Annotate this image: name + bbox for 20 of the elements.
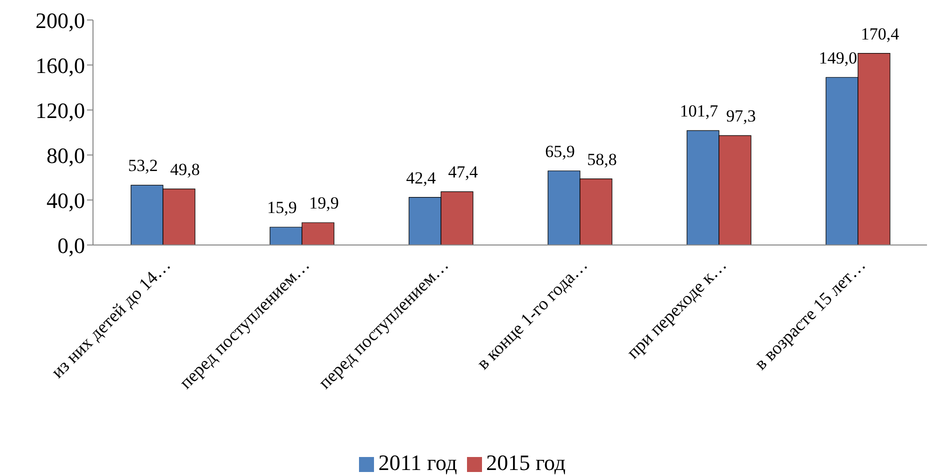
data-label: 149,0 — [818, 48, 858, 68]
y-tick-label: 120,0 — [36, 98, 85, 123]
data-label: 101,7 — [680, 102, 719, 121]
legend-label: 2015 год — [486, 450, 566, 475]
y-tick-label: 0,0 — [58, 232, 85, 258]
data-label: 42,4 — [406, 168, 436, 188]
data-label: 47,4 — [448, 162, 478, 182]
y-tick-label: 80,0 — [46, 142, 85, 168]
data-label: 15,9 — [267, 198, 297, 218]
data-label: 170,4 — [860, 24, 900, 44]
legend-label: 2011 год — [378, 450, 458, 475]
data-label: 53,2 — [128, 156, 158, 176]
data-label: 65,9 — [545, 142, 575, 161]
y-tick-label: 160,0 — [36, 52, 85, 78]
data-label: 49,8 — [170, 160, 200, 179]
y-tick-label: 200,0 — [36, 8, 85, 33]
data-label: 19,9 — [309, 194, 339, 213]
data-label: 97,3 — [726, 106, 756, 126]
data-label: 58,8 — [587, 150, 617, 169]
y-tick-label: 40,0 — [46, 188, 85, 213]
